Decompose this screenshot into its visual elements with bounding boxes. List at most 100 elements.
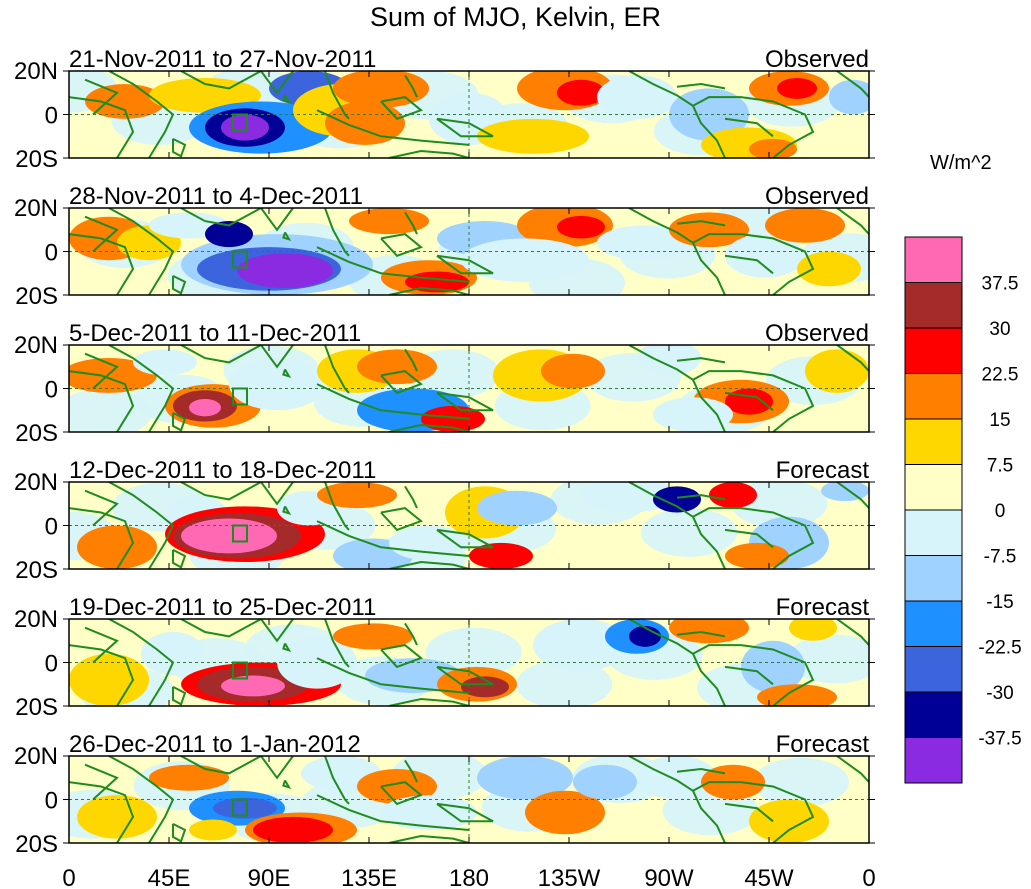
latitude-label: 20S	[15, 283, 58, 310]
latitude-label: 20N	[14, 195, 58, 222]
coastline	[436, 528, 494, 549]
coastline	[316, 794, 470, 831]
coastline	[172, 138, 187, 158]
anomaly-blob	[741, 640, 805, 693]
map-panel: 20N 0 20S 12-Dec-2011 to 18-Dec-2011 Forecas…	[14, 457, 875, 584]
coastline	[628, 756, 694, 792]
longitude-label: 90E	[248, 865, 291, 889]
colorbar-swatch	[904, 600, 963, 647]
map-panel: 20N 0 20S 19-Dec-2011 to 25-Dec-2011 Forecas…	[14, 594, 875, 721]
coastline	[836, 71, 869, 98]
latitude-label: 0	[45, 103, 58, 130]
longitude-label: 0	[862, 865, 875, 889]
anomaly-blob	[237, 253, 333, 289]
colorbar-swatch	[904, 418, 963, 465]
coastline	[260, 482, 294, 506]
colorbar-label: -22.5	[978, 638, 1021, 659]
map-field	[69, 71, 869, 158]
coastline	[404, 74, 418, 98]
coastline	[676, 82, 726, 90]
coastline	[172, 823, 187, 843]
anomaly-blob	[69, 653, 149, 706]
anomaly-blob	[477, 756, 573, 800]
coastline	[260, 208, 294, 232]
colorbar-swatch	[904, 555, 963, 602]
coastline	[180, 345, 262, 364]
latitude-label: 20N	[14, 743, 58, 770]
coastline	[436, 117, 494, 138]
coastline	[380, 644, 423, 669]
region-box	[232, 250, 248, 269]
map-field	[69, 756, 869, 843]
map-panel: 20N 0 20S 28-Nov-2011 to 4-Dec-2011 Observed	[14, 183, 875, 310]
coastline	[388, 560, 470, 569]
coastline	[836, 756, 869, 783]
coastline	[836, 208, 869, 235]
anomaly-blob	[669, 212, 749, 248]
anomaly-blob	[637, 345, 701, 376]
map-field	[69, 619, 869, 706]
anomaly-blob	[725, 388, 773, 415]
latitude-label: 20S	[15, 831, 58, 858]
coastline	[260, 619, 294, 643]
coastline	[84, 78, 119, 116]
anomaly-blob	[461, 676, 509, 698]
panel-date-range: 19-Dec-2011 to 25-Dec-2011	[69, 594, 376, 621]
anomaly-blob	[653, 486, 701, 513]
coastline	[676, 220, 726, 227]
colorbar-label: 0	[995, 501, 1006, 522]
coastline	[108, 619, 175, 706]
coastline	[628, 619, 694, 655]
coastline	[180, 619, 262, 638]
coastline	[692, 507, 815, 569]
coastline	[324, 482, 350, 531]
anomaly-blob	[213, 797, 277, 819]
coastline	[676, 357, 726, 364]
coastline	[84, 489, 119, 527]
colorbar-label: -37.5	[978, 729, 1021, 750]
panel-status: Forecast	[776, 457, 870, 484]
coastline	[380, 781, 423, 806]
coastline	[172, 549, 187, 569]
latitude-label: 20S	[15, 557, 58, 584]
coastline	[324, 345, 350, 394]
coastline	[69, 781, 135, 843]
coastline	[282, 779, 292, 789]
anomaly-blob	[749, 799, 829, 843]
anomaly-blob	[477, 118, 589, 154]
map-field	[69, 208, 869, 295]
map-field	[69, 345, 869, 432]
coastline	[724, 117, 774, 138]
coastline	[380, 507, 423, 532]
anomaly-blob	[221, 675, 285, 697]
longitude-label: 45E	[148, 865, 191, 889]
anomaly-blob	[765, 208, 845, 243]
coastline	[676, 767, 726, 775]
anomaly-blob	[709, 482, 757, 509]
latitude-label: 20N	[14, 332, 58, 359]
anomaly-blob	[181, 518, 277, 554]
coastline	[172, 412, 187, 432]
anomaly-blob	[797, 251, 861, 287]
coastline	[628, 208, 694, 244]
coastline	[692, 233, 815, 295]
anomaly-blob	[325, 101, 405, 145]
coastline	[316, 109, 470, 146]
colorbar-swatch	[904, 282, 963, 329]
latitude-label: 0	[45, 651, 58, 678]
coastline	[380, 370, 423, 395]
coastline	[628, 71, 694, 107]
coastline	[404, 622, 418, 646]
anomaly-blob	[333, 71, 429, 108]
coastline	[692, 105, 726, 158]
coastline	[380, 233, 424, 257]
latitude-label: 20N	[14, 469, 58, 496]
map-panel: 20N 0 20S 26-Dec-2011 to 1-Jan-2012 Forecast	[14, 731, 875, 858]
anomaly-blob	[757, 684, 837, 706]
coastline	[380, 96, 424, 120]
anomaly-blob	[749, 138, 797, 158]
anomaly-blob	[629, 625, 661, 647]
anomaly-blob	[461, 238, 589, 282]
region-box	[232, 387, 248, 406]
anomaly-blob	[541, 353, 605, 389]
